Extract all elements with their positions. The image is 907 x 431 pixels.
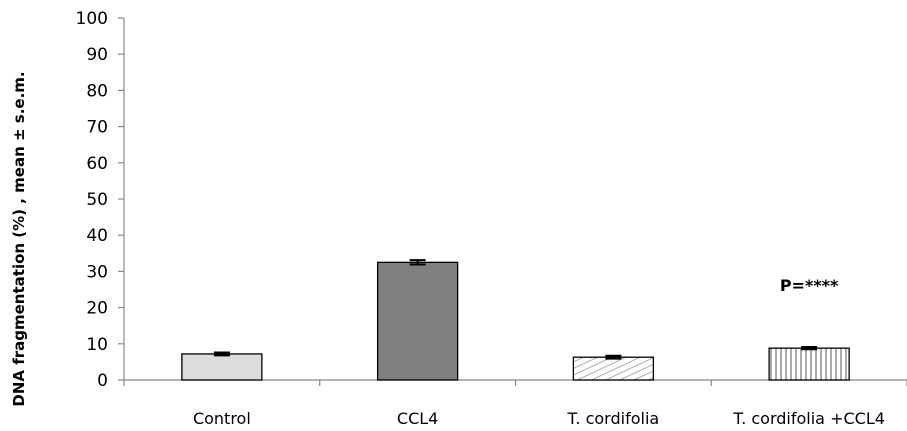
bar-1 bbox=[376, 261, 459, 381]
category-label-3: T. cordifolia +CCL4 bbox=[732, 409, 885, 428]
y-axis-title: DNA fragmentation (%) , mean ± s.e.m. bbox=[10, 71, 28, 406]
y-tick-label: 20 bbox=[86, 299, 108, 319]
category-label-0: Control bbox=[193, 409, 251, 428]
y-tick-label: 80 bbox=[86, 81, 108, 101]
y-tick-label: 100 bbox=[76, 9, 108, 29]
y-axis: 0 10 20 30 40 50 60 70 80 90 100 bbox=[76, 9, 125, 391]
y-tick-label: 70 bbox=[86, 118, 108, 138]
bar-2 bbox=[572, 356, 655, 381]
y-tick-label: 50 bbox=[86, 190, 108, 210]
significance-annotation: P=**** bbox=[780, 276, 839, 295]
y-tick-label: 10 bbox=[86, 335, 108, 355]
y-tick-label: 40 bbox=[86, 226, 108, 246]
y-tick-label: 60 bbox=[86, 154, 108, 174]
y-tick-label: 90 bbox=[86, 45, 108, 65]
category-label-2: T. cordifolia bbox=[567, 409, 660, 428]
bar-3 bbox=[768, 347, 850, 381]
bars bbox=[181, 259, 850, 381]
annotations: P=**** bbox=[780, 276, 839, 295]
category-label-1: CCL4 bbox=[397, 409, 438, 428]
y-tick-label: 30 bbox=[86, 262, 108, 282]
bar-0 bbox=[181, 353, 263, 381]
y-tick-label: 0 bbox=[97, 371, 108, 391]
category-labels: Control CCL4 T. cordifolia T. cordifolia +C… bbox=[193, 409, 885, 428]
x-axis bbox=[123, 379, 907, 386]
